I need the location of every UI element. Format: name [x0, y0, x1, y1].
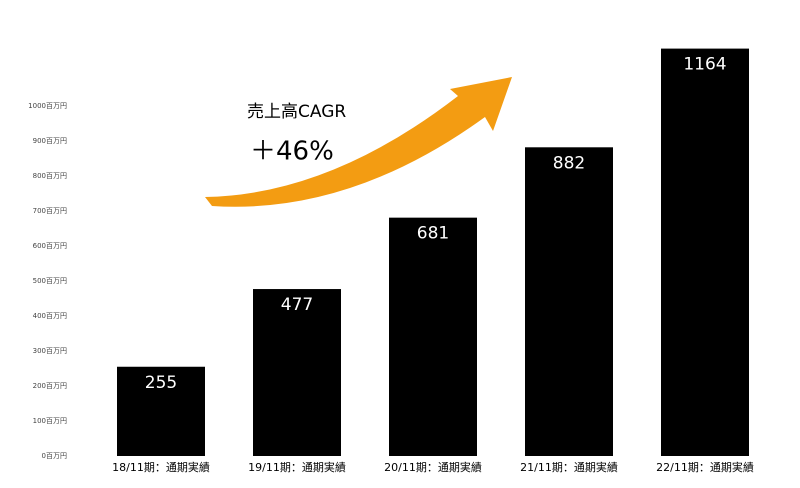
value-label: 681	[417, 224, 449, 244]
bar	[389, 217, 477, 456]
y-tick-label: 300百万円	[33, 347, 67, 355]
x-tick-label: 22/11期：通期実績	[656, 460, 754, 474]
x-tick-label: 21/11期：通期実績	[520, 460, 618, 474]
annotation: 売上高CAGR	[247, 102, 346, 122]
y-tick-label: 200百万円	[33, 382, 67, 390]
growth-arrow	[205, 77, 512, 207]
bar	[525, 147, 613, 457]
y-tick-label: 900百万円	[33, 137, 67, 145]
y-tick-label: 100百万円	[33, 417, 67, 425]
value-label: 1164	[683, 55, 726, 75]
annotation: ＋46%	[250, 137, 334, 167]
x-tick-label: 19/11期：通期実績	[248, 460, 346, 474]
value-label: 882	[553, 153, 585, 173]
bar	[253, 289, 341, 456]
y-tick-label: 600百万円	[33, 242, 67, 250]
x-tick-label: 20/11期：通期実績	[384, 460, 482, 474]
y-tick-label: 0百万円	[42, 452, 67, 460]
x-tick-label: 18/11期：通期実績	[112, 460, 210, 474]
y-tick-label: 500百万円	[33, 277, 67, 285]
bar	[117, 366, 205, 456]
y-tick-label: 800百万円	[33, 172, 67, 180]
bar	[661, 48, 749, 456]
value-label: 255	[145, 373, 177, 393]
y-tick-label: 1000百万円	[28, 102, 67, 110]
value-label: 477	[281, 295, 313, 315]
y-tick-label: 700百万円	[33, 207, 67, 215]
y-tick-label: 400百万円	[33, 312, 67, 320]
